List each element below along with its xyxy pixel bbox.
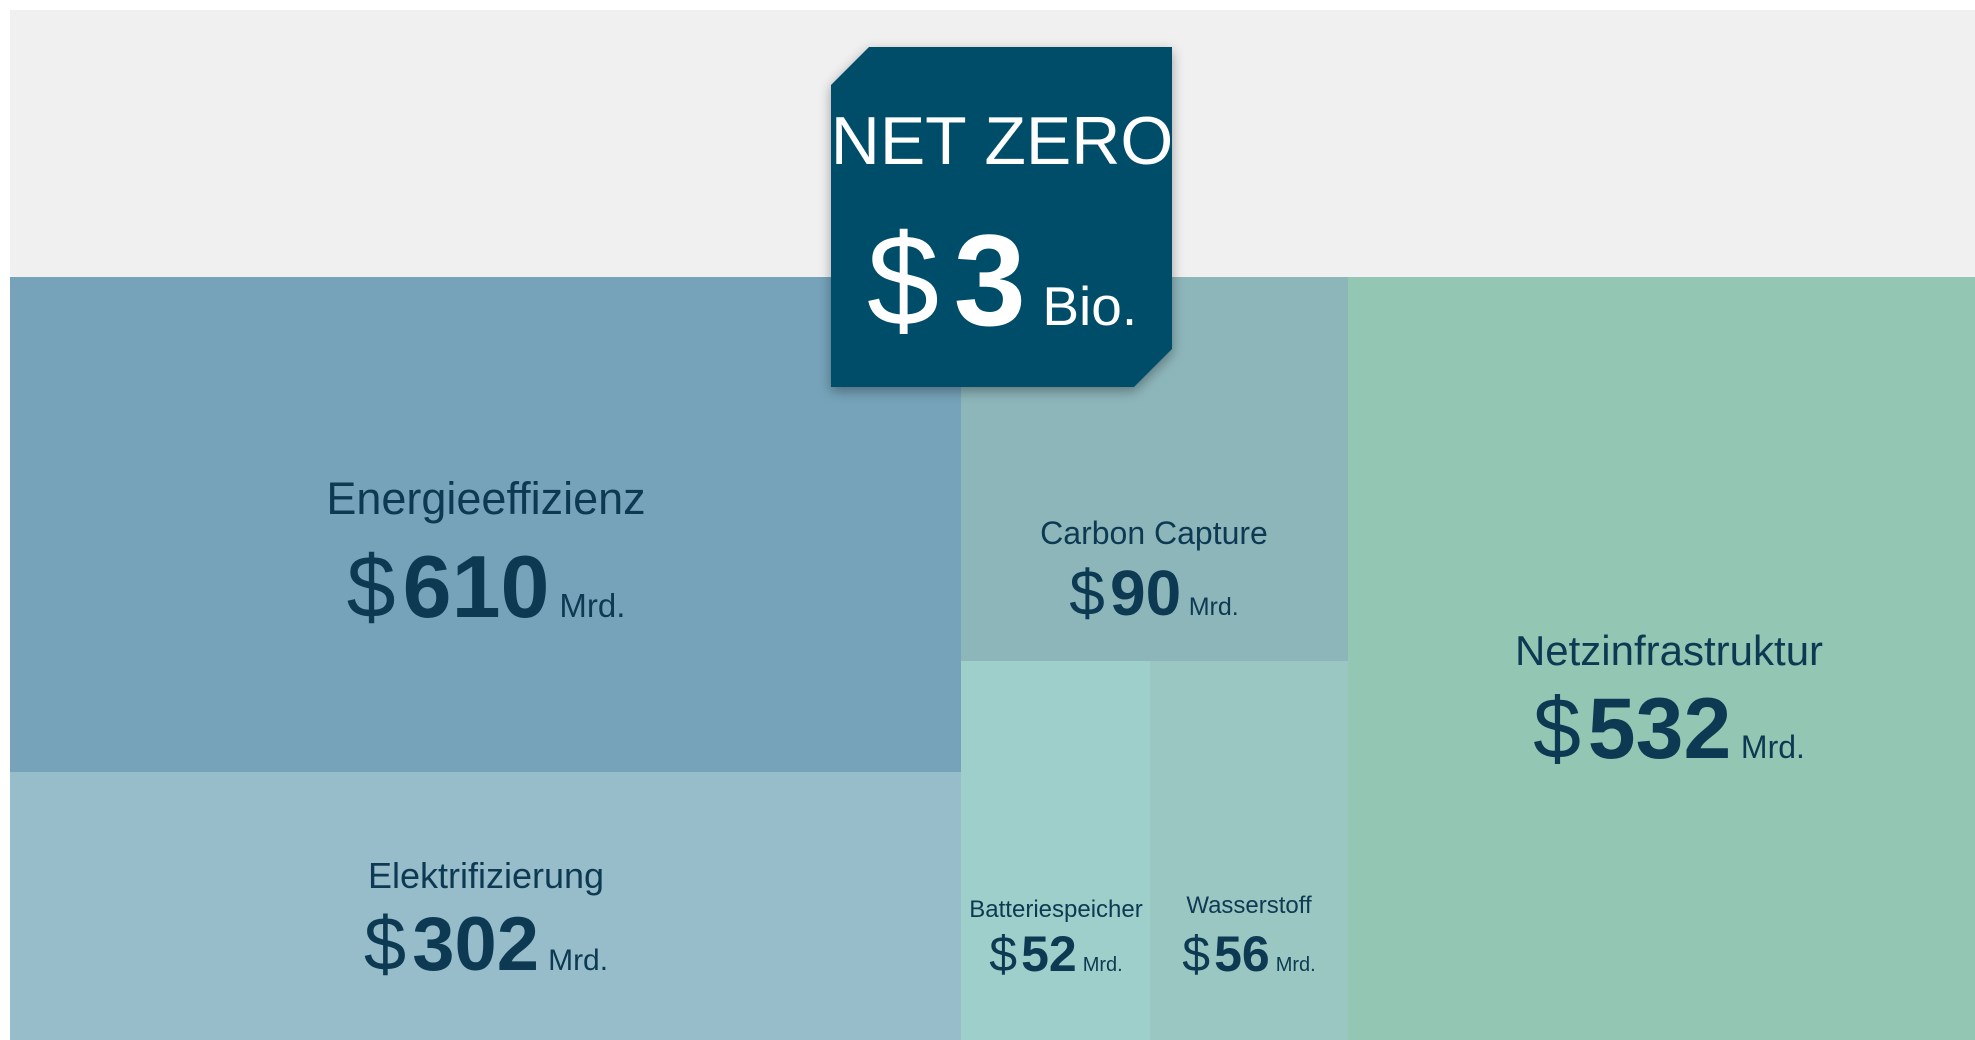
unit: Mrd. — [1189, 593, 1239, 621]
cell-label: Elektrifizierung — [368, 855, 604, 896]
total-badge: NET ZERO $ 3 Bio. — [831, 47, 1174, 387]
badge-title: NET ZERO — [831, 103, 1174, 179]
unit: Mrd. — [1276, 954, 1316, 976]
cell-value-label: $532 Mrd. — [1533, 681, 1805, 777]
value: 56 — [1214, 926, 1270, 982]
cell-value-label: $610 Mrd. — [347, 537, 626, 636]
cell-label: Energieeffizienz — [326, 473, 645, 524]
unit: Mrd. — [548, 944, 608, 977]
value: 610 — [403, 537, 550, 636]
currency: $ — [989, 926, 1017, 982]
cell — [961, 661, 1150, 1040]
cell-label: Carbon Capture — [1040, 515, 1268, 551]
currency: $ — [364, 902, 406, 987]
cell-value-label: $56 Mrd. — [1182, 926, 1315, 982]
unit: Bio. — [1042, 275, 1137, 337]
cell-value-label: $302 Mrd. — [364, 902, 608, 987]
cell — [1150, 661, 1348, 1040]
cell-label: Batteriespeicher — [969, 896, 1142, 923]
cell — [1348, 277, 1975, 1040]
value: 302 — [412, 902, 539, 987]
value: 90 — [1110, 557, 1181, 629]
currency: $ — [347, 537, 396, 636]
currency: $ — [867, 207, 939, 353]
unit: Mrd. — [1083, 954, 1123, 976]
currency: $ — [1533, 681, 1581, 777]
badge-total: $ 3 Bio. — [867, 207, 1137, 353]
value: 52 — [1021, 926, 1077, 982]
cell-label: Wasserstoff — [1186, 892, 1312, 919]
currency: $ — [1069, 557, 1105, 629]
total-value: 3 — [954, 207, 1026, 353]
cell — [10, 772, 961, 1040]
currency: $ — [1182, 926, 1210, 982]
cell-value-label: $90 Mrd. — [1069, 557, 1238, 629]
unit: Mrd. — [559, 587, 625, 624]
unit: Mrd. — [1741, 729, 1805, 765]
badge-box — [831, 47, 1172, 387]
cell — [10, 277, 961, 772]
value: 532 — [1588, 681, 1732, 777]
treemap: Energieeffizienz$610 Mrd.Elektrifizierung… — [10, 277, 1975, 1040]
cell-value-label: $52 Mrd. — [989, 926, 1122, 982]
cell-label: Netzinfrastruktur — [1515, 627, 1823, 674]
